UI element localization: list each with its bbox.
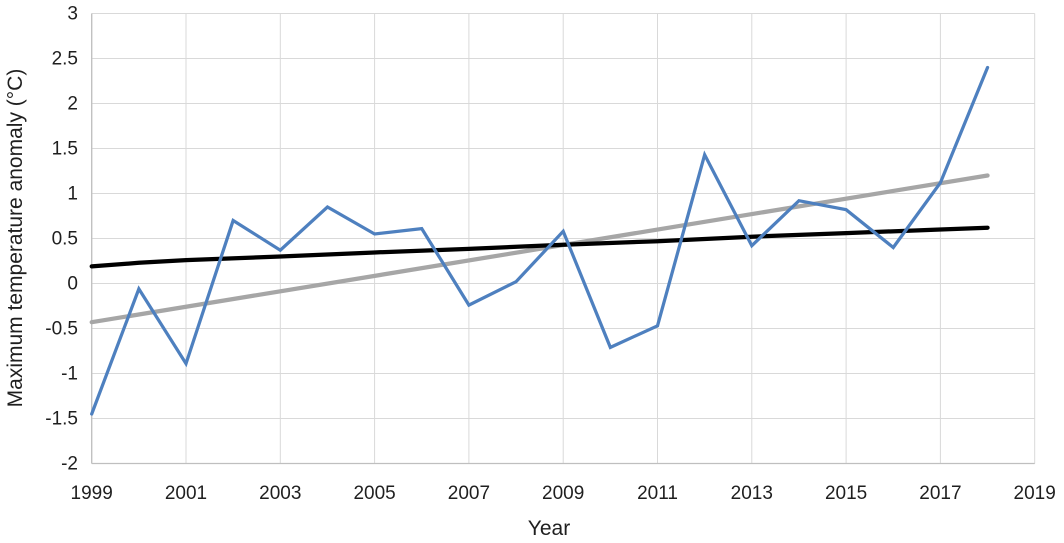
series-line-smoothed-trend bbox=[89, 225, 990, 269]
y-tick-label: 2.5 bbox=[52, 49, 78, 70]
y-tick-label: -1 bbox=[61, 364, 78, 385]
x-tick-label: 2009 bbox=[542, 483, 584, 504]
x-tick-label: 2019 bbox=[1014, 483, 1056, 504]
x-tick-label: 2003 bbox=[259, 483, 301, 504]
y-tick-label: -2 bbox=[61, 454, 78, 475]
x-tick-label: 2007 bbox=[448, 483, 490, 504]
x-axis-title: Year bbox=[528, 517, 570, 540]
x-tick-label: 2013 bbox=[731, 483, 773, 504]
x-tick-label: 2011 bbox=[637, 483, 678, 504]
x-tick-label: 2001 bbox=[165, 483, 207, 504]
axis-lines bbox=[91, 13, 1035, 465]
y-tick-label: 0 bbox=[67, 274, 78, 295]
series-line-linear-trend bbox=[89, 173, 990, 325]
y-tick-label: 0.5 bbox=[52, 229, 78, 250]
y-tick-label: -0.5 bbox=[45, 319, 78, 340]
y-tick-label: 1 bbox=[67, 184, 78, 205]
y-tick-label: -1.5 bbox=[45, 409, 78, 430]
y-tick-label: 3 bbox=[67, 4, 78, 25]
x-tick-label: 1999 bbox=[71, 483, 113, 504]
x-tick-label: 2005 bbox=[353, 483, 395, 504]
data-series bbox=[89, 65, 990, 416]
x-tick-label: 2015 bbox=[825, 483, 867, 504]
y-tick-label: 1.5 bbox=[52, 139, 78, 160]
x-tick-label: 2017 bbox=[919, 483, 961, 504]
y-tick-label: 2 bbox=[67, 94, 78, 115]
gridlines bbox=[91, 13, 1036, 464]
series-line-annual-maximum-temperature-anomaly bbox=[90, 65, 990, 416]
y-axis-title: Maximum temperature anomaly (°C) bbox=[4, 69, 27, 408]
tick-labels: 3 2.5 2 1.5 1 0.5 0 -0.5 -1 -1.5 -2 1999 2001 2003 200… bbox=[45, 4, 1056, 505]
